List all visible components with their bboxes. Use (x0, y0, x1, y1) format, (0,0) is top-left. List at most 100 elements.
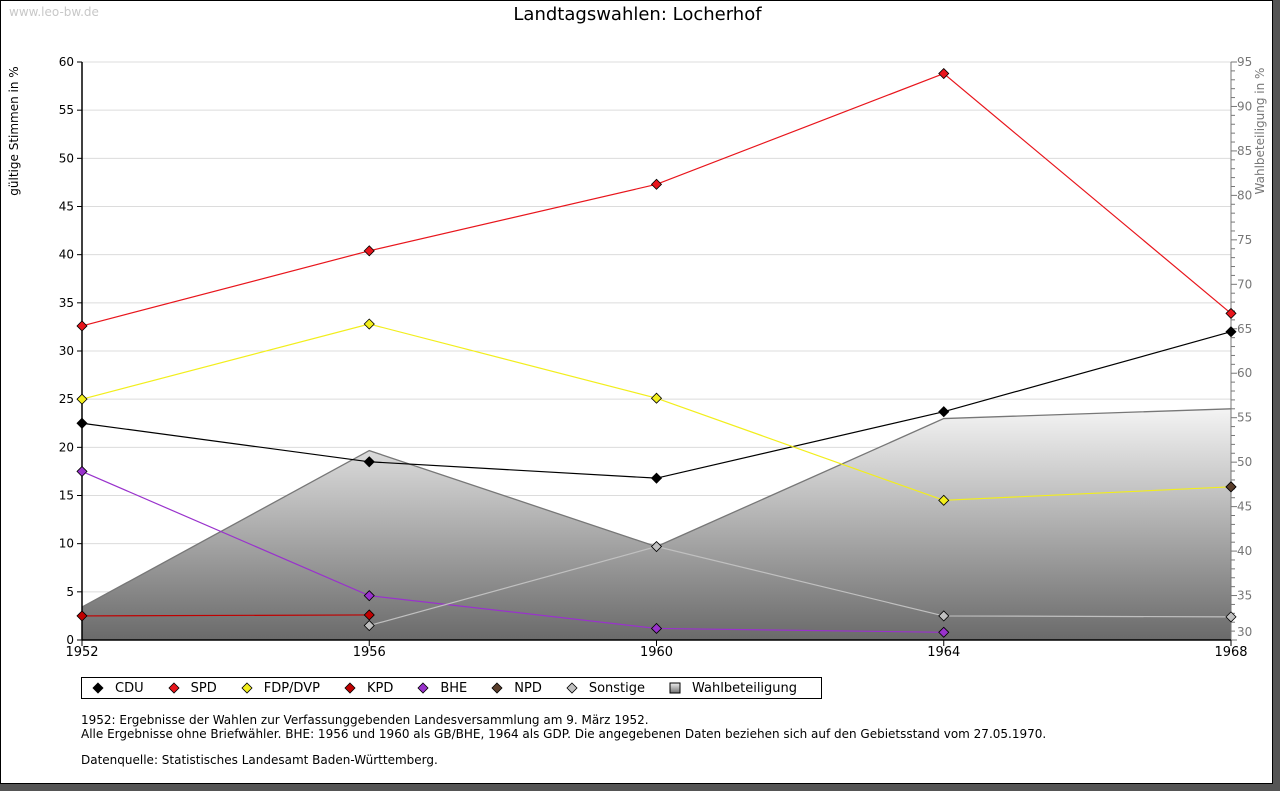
marker-sonstige (650, 540, 663, 553)
legend-label: KPD (366, 680, 394, 696)
marker-spd (650, 178, 663, 190)
line-spd (81, 72, 1232, 327)
y-axis-label: gültige Stimmen in % (7, 66, 21, 195)
y-tick-label: 30 (59, 344, 74, 358)
legend-diamond-icon (344, 682, 356, 694)
marker-spd (76, 320, 88, 332)
legend-item: SPD (167, 681, 217, 696)
y2-tick-label: 90 (1237, 99, 1252, 113)
line-bhe (81, 470, 944, 633)
marker-bhe (76, 465, 88, 477)
marker-fdpdvp (363, 318, 375, 330)
y-tick-label: 0 (66, 633, 74, 647)
marker-cdu (76, 417, 88, 429)
legend-label: NPD (514, 680, 542, 696)
marker-npd (1225, 481, 1237, 493)
y2-tick-label: 30 (1237, 625, 1252, 639)
marker-sonstige (363, 619, 375, 632)
legend-diamond-icon (491, 682, 503, 694)
axes: 0 5 10 15 20 25 30 35 40 45 50 55 60 30 35 40 45 50 55 60 65… (59, 55, 1253, 660)
legend-swatch (491, 682, 503, 694)
x-tick-label: 1952 (65, 645, 98, 660)
y2-tick-label: 95 (1237, 55, 1252, 69)
legend-item: NPD (490, 681, 542, 696)
legend-item: Sonstige (565, 681, 645, 696)
legend-swatch (669, 682, 681, 694)
legend-diamond-icon (168, 682, 180, 694)
y2-tick-label: 75 (1237, 233, 1252, 247)
y-tick-label: 50 (59, 151, 74, 165)
y-tick-label: 60 (59, 55, 74, 69)
series-markers (76, 67, 1237, 638)
legend-swatch (344, 682, 356, 694)
note-line-2: Alle Ergebnisse ohne Briefwähler. BHE: 1… (81, 727, 1047, 741)
note-line-1: 1952: Ergebnisse der Wahlen zur Verfassu… (81, 713, 649, 727)
marker-spd (938, 67, 950, 80)
legend-swatch (566, 682, 578, 694)
legend-diamond-icon (417, 682, 429, 694)
legend-swatch (241, 682, 253, 694)
y2-tick-label: 45 (1237, 500, 1252, 514)
note-source: Datenquelle: Statistisches Landesamt Bad… (81, 753, 438, 767)
line-sonstige (369, 545, 1232, 627)
y2-tick-label: 80 (1237, 188, 1252, 202)
marker-fdpdvp (938, 494, 950, 506)
y2-tick-label: 40 (1237, 544, 1252, 558)
marker-sonstige (938, 610, 950, 622)
marker-kpd (363, 609, 375, 621)
y2-tick-label: 35 (1237, 589, 1252, 603)
legend-diamond-icon (241, 682, 253, 694)
chart-title: Landtagswahlen: Locherhof (513, 4, 762, 25)
y-tick-label: 15 (59, 489, 74, 503)
marker-kpd (76, 610, 88, 622)
y-tick-label: 25 (59, 392, 74, 406)
chart-svg: 0 5 10 15 20 25 30 35 40 45 50 55 60 30 35 40 45 50 55 60 65… (7, 55, 1267, 660)
turnout-area-fill (82, 408, 1231, 640)
legend-square-icon (669, 682, 681, 694)
marker-cdu (363, 456, 375, 468)
y2-tick-label: 55 (1237, 411, 1252, 425)
y2-tick-label: 65 (1237, 322, 1252, 336)
y2-tick-label: 50 (1237, 455, 1252, 469)
x-tick-label: 1960 (640, 645, 673, 660)
marker-cdu (938, 406, 950, 418)
marker-spd (363, 245, 375, 257)
legend-item: FDP/DVP (240, 681, 320, 696)
y-tick-label: 10 (59, 537, 74, 551)
marker-fdpdvp (76, 393, 88, 405)
marker-fdpdvp (650, 392, 663, 404)
legend-item: BHE (416, 681, 467, 696)
line-kpd (81, 614, 370, 617)
legend-label: Sonstige (588, 680, 646, 696)
legend-label: BHE (440, 680, 468, 696)
turnout-area (81, 408, 1232, 640)
x-tick-label: 1968 (1214, 645, 1247, 660)
y-tick-label: 45 (59, 200, 74, 214)
legend-swatch (168, 682, 180, 694)
legend-item: Wahlbeteiligung (668, 681, 797, 696)
x-tick-label: 1964 (927, 645, 960, 660)
watermark: www.leo-bw.de (9, 5, 99, 19)
marker-cdu (1225, 326, 1237, 338)
y-tick-label: 35 (59, 296, 74, 310)
marker-spd (1225, 307, 1237, 319)
y2-tick-label: 85 (1237, 144, 1252, 158)
legend-diamond-icon (92, 682, 104, 694)
legend-label: SPD (190, 680, 217, 696)
legend-item: KPD (343, 681, 393, 696)
x-tick-label: 1956 (353, 645, 386, 660)
y-tick-label: 55 (59, 103, 74, 117)
y-tick-label: 20 (59, 440, 74, 454)
marker-bhe (938, 626, 950, 638)
legend-label: FDP/DVP (263, 680, 320, 696)
legend-label: Wahlbeteiligung (692, 680, 798, 696)
marker-bhe (650, 622, 663, 635)
marker-bhe (363, 590, 375, 602)
legend-label: CDU (115, 680, 144, 696)
marker-cdu (650, 472, 663, 484)
y2-axis-label: Wahlbeteiligung in % (1253, 68, 1267, 195)
legend-swatch (417, 682, 429, 694)
y2-tick-label: 60 (1237, 366, 1252, 380)
marker-sonstige (1225, 611, 1237, 623)
